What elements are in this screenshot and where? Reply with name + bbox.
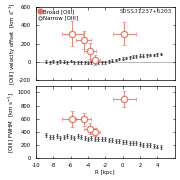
Y-axis label: [OIII] velocity offset  [km s$^{-1}$]: [OIII] velocity offset [km s$^{-1}$] (7, 2, 18, 85)
Text: SDSSJ1237+6203: SDSSJ1237+6203 (119, 9, 172, 14)
Legend: Broad [OIII], Narrow [OIII]: Broad [OIII], Narrow [OIII] (38, 9, 79, 21)
X-axis label: R [kpc]: R [kpc] (95, 170, 115, 175)
Y-axis label: [OIII] FWHM  [km s$^{-1}$]: [OIII] FWHM [km s$^{-1}$] (7, 92, 16, 153)
